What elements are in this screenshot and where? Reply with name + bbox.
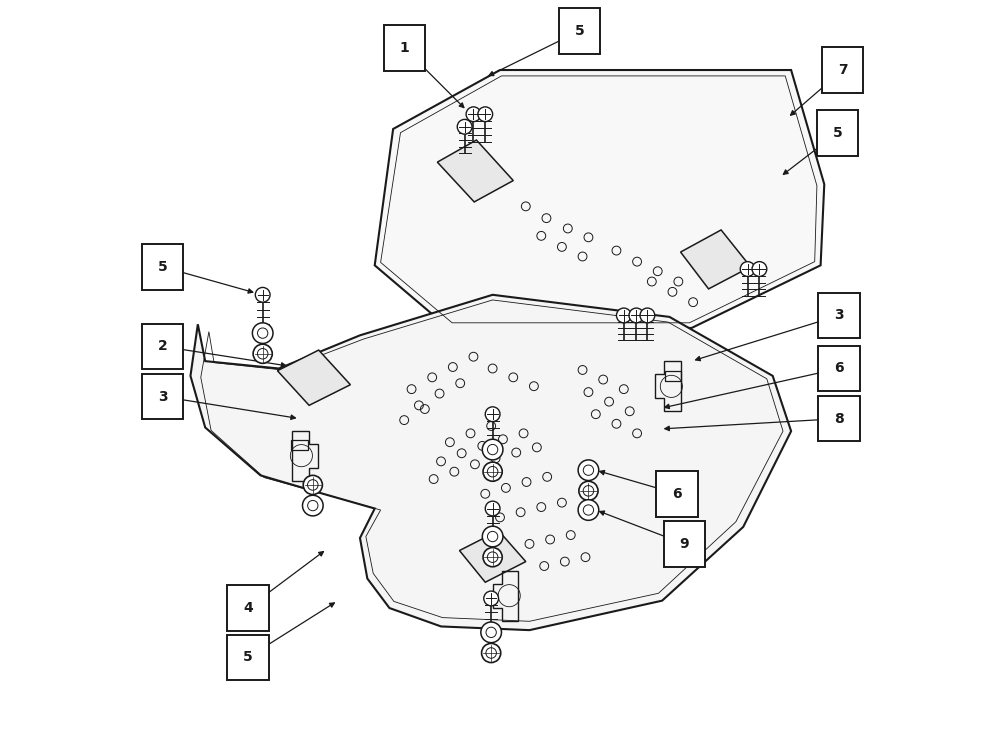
Bar [665, 371, 681, 381]
FancyBboxPatch shape [384, 25, 425, 71]
Polygon shape [437, 140, 513, 202]
Circle shape [483, 548, 502, 567]
Circle shape [457, 119, 472, 134]
Text: 6: 6 [834, 362, 844, 375]
Circle shape [466, 107, 481, 122]
FancyBboxPatch shape [817, 110, 858, 156]
Circle shape [640, 308, 655, 323]
FancyBboxPatch shape [559, 8, 600, 54]
FancyBboxPatch shape [664, 521, 705, 567]
FancyBboxPatch shape [818, 396, 860, 441]
Circle shape [255, 287, 270, 302]
Text: 3: 3 [834, 309, 844, 322]
Circle shape [482, 643, 501, 663]
Polygon shape [277, 350, 350, 405]
Text: 5: 5 [243, 651, 253, 664]
Polygon shape [459, 531, 526, 582]
Circle shape [253, 344, 272, 363]
Circle shape [302, 495, 323, 516]
Text: 6: 6 [672, 487, 682, 500]
Text: 2: 2 [158, 340, 167, 353]
Circle shape [303, 475, 322, 495]
Text: 5: 5 [833, 126, 842, 139]
Text: 3: 3 [158, 390, 167, 403]
Text: 7: 7 [838, 63, 848, 77]
Circle shape [485, 501, 500, 516]
Circle shape [752, 262, 767, 276]
Circle shape [629, 308, 644, 323]
Text: 1: 1 [399, 41, 409, 55]
Bar [291, 440, 308, 450]
Circle shape [478, 107, 493, 122]
Circle shape [483, 462, 502, 481]
Circle shape [482, 439, 503, 460]
FancyBboxPatch shape [227, 585, 269, 631]
FancyBboxPatch shape [142, 374, 183, 419]
Circle shape [482, 526, 503, 547]
FancyBboxPatch shape [818, 293, 860, 338]
FancyBboxPatch shape [656, 471, 698, 517]
Text: 4: 4 [243, 601, 253, 615]
Circle shape [579, 481, 598, 500]
Polygon shape [681, 230, 751, 289]
FancyBboxPatch shape [142, 324, 183, 369]
FancyBboxPatch shape [818, 346, 860, 391]
Text: 9: 9 [679, 537, 689, 551]
Circle shape [578, 500, 599, 520]
Polygon shape [190, 295, 791, 630]
Circle shape [484, 591, 499, 606]
Circle shape [481, 622, 501, 643]
Circle shape [578, 460, 599, 481]
Circle shape [740, 262, 755, 276]
Text: 5: 5 [158, 260, 167, 273]
Text: 8: 8 [834, 412, 844, 425]
FancyBboxPatch shape [822, 47, 863, 93]
Circle shape [616, 308, 631, 323]
Text: 5: 5 [575, 24, 584, 38]
Circle shape [252, 323, 273, 343]
FancyBboxPatch shape [142, 244, 183, 290]
FancyBboxPatch shape [227, 635, 269, 680]
Polygon shape [375, 70, 824, 328]
Circle shape [485, 407, 500, 422]
